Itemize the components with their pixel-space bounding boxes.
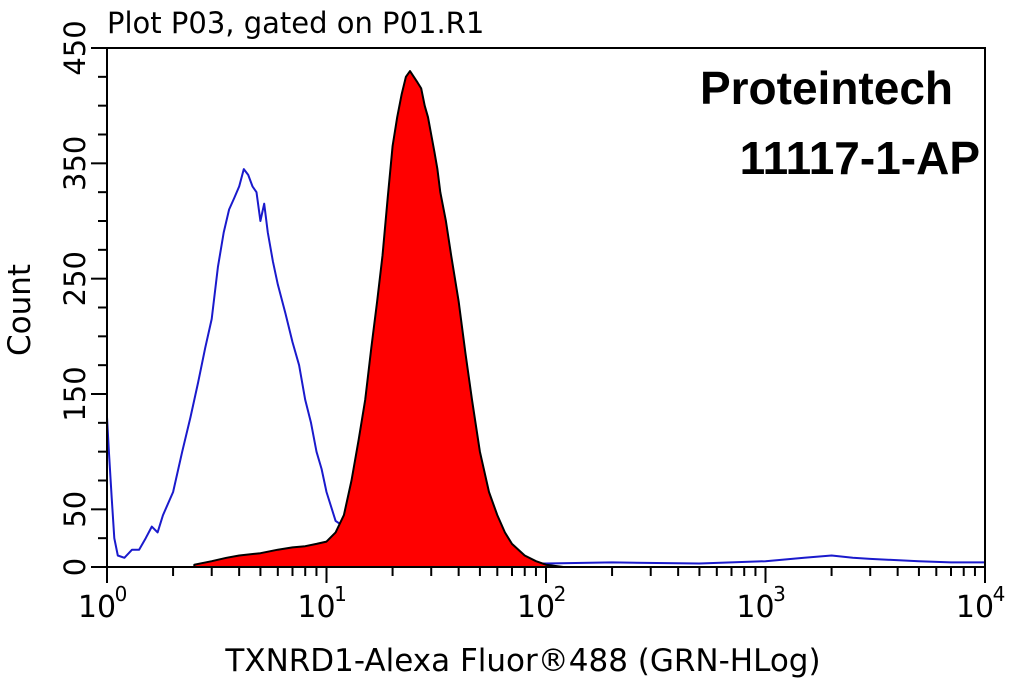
x-tick-label: 10: [517, 590, 555, 625]
chart-title: Plot P03, gated on P01.R1: [107, 6, 484, 40]
x-tick-label: 10: [297, 590, 335, 625]
x-tick-exponent: 4: [993, 582, 1006, 606]
x-axis: 100 101 102 103 104: [78, 567, 1005, 625]
x-tick-label: 10: [956, 590, 994, 625]
x-tick-label: 10: [78, 590, 116, 625]
y-axis: 0 50 150 250 350 450: [58, 20, 107, 576]
x-tick-exponent: 1: [334, 582, 347, 606]
annotation-catalog-number: 11117-1-AP: [740, 132, 980, 184]
y-tick-label: 450: [58, 20, 92, 75]
y-tick-label: 50: [58, 491, 92, 528]
series-sample-area: [193, 70, 565, 568]
y-tick-label: 0: [58, 558, 92, 576]
x-tick-exponent: 2: [554, 582, 567, 606]
plot-frame: [106, 47, 986, 568]
y-tick-label: 150: [58, 366, 92, 421]
annotation-brand: Proteintech: [700, 62, 953, 114]
histogram-marks: [106, 70, 985, 568]
y-tick-label: 250: [58, 251, 92, 306]
x-tick-exponent: 0: [115, 582, 128, 606]
series-control-line: [106, 168, 985, 565]
x-axis-label: TXNRD1-Alexa Fluor®488 (GRN-HLog): [224, 643, 820, 679]
y-axis-label: Count: [2, 264, 38, 356]
x-tick-exponent: 3: [773, 582, 786, 606]
x-tick-label: 10: [736, 590, 774, 625]
y-tick-label: 350: [58, 136, 92, 191]
